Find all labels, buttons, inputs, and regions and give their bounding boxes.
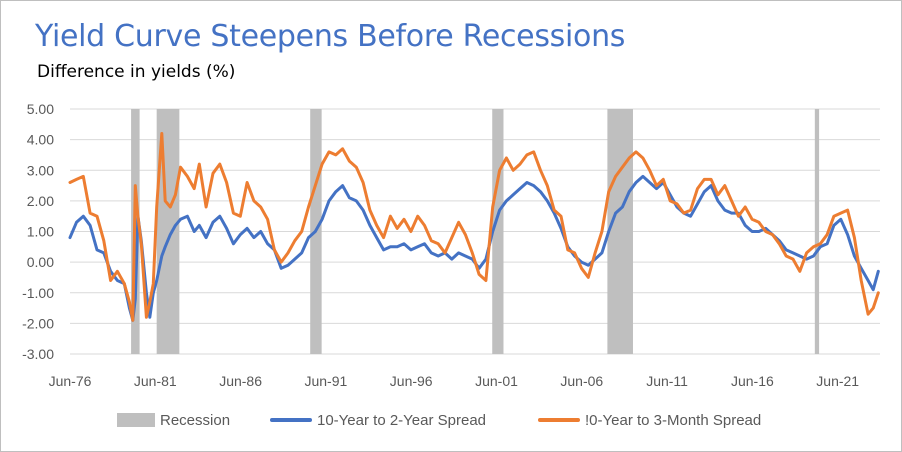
series-line-2 bbox=[68, 132, 880, 322]
chart-subtitle: Difference in yields (%) bbox=[37, 62, 236, 82]
y-tick-label: 3.00 bbox=[27, 162, 54, 178]
recession-bar bbox=[814, 109, 820, 354]
y-tick-label: -3.00 bbox=[22, 346, 54, 362]
x-tick-label: Jun-91 bbox=[304, 373, 347, 389]
y-tick-label: 1.00 bbox=[27, 224, 54, 240]
x-tick-label: Jun-86 bbox=[219, 373, 262, 389]
y-tick-label: -1.00 bbox=[22, 285, 54, 301]
chart-title: Yield Curve Steepens Before Recessions bbox=[35, 19, 626, 54]
gridlines bbox=[70, 108, 880, 355]
x-tick-label: Jun-96 bbox=[390, 373, 433, 389]
x-tick-label: Jun-01 bbox=[475, 373, 518, 389]
y-tick-label: 2.00 bbox=[27, 193, 54, 209]
legend-label-series-1: 10-Year to 2-Year Spread bbox=[317, 412, 486, 429]
x-tick-label: Jun-81 bbox=[134, 373, 177, 389]
x-tick-label: Jun-76 bbox=[49, 373, 92, 389]
y-tick-label: 0.00 bbox=[27, 254, 54, 270]
axis-labels: 5.00 4.00 3.00 2.00 1.00 0.00 -1.00 -2.00 -3.00 J… bbox=[22, 101, 859, 389]
legend-label-recession: Recession bbox=[160, 412, 230, 429]
y-tick-label: -2.00 bbox=[22, 315, 54, 331]
x-tick-label: Jun-16 bbox=[731, 373, 774, 389]
legend-label-series-2: !0-Year to 3-Month Spread bbox=[585, 412, 761, 429]
x-tick-label: Jun-06 bbox=[560, 373, 603, 389]
legend-swatch-recession bbox=[117, 413, 155, 427]
x-tick-label: Jun-21 bbox=[816, 373, 859, 389]
recession-bar bbox=[492, 109, 504, 354]
recession-bar bbox=[607, 109, 633, 354]
series-line-1 bbox=[68, 174, 880, 322]
y-tick-label: 4.00 bbox=[27, 132, 54, 148]
y-tick-label: 5.00 bbox=[27, 101, 54, 117]
series-lines bbox=[68, 132, 880, 322]
legend: Recession 10-Year to 2-Year Spread !0-Year… bbox=[117, 412, 761, 429]
x-tick-label: Jun-11 bbox=[646, 373, 688, 389]
